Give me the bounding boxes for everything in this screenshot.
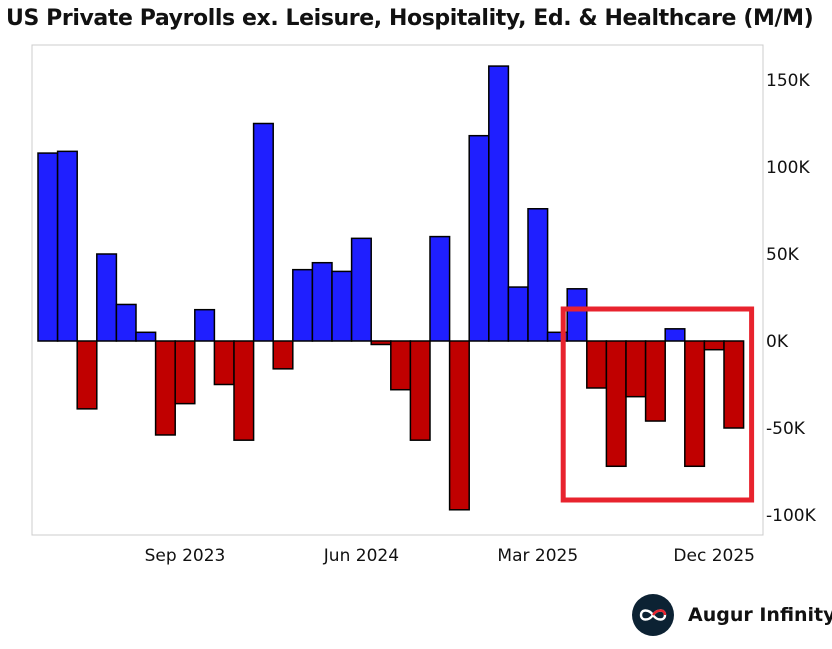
- bar-jan-2026: [664, 328, 686, 342]
- bars-group: [37, 65, 745, 511]
- bar-sep-2025: [586, 340, 608, 389]
- x-tick-label: Sep 2023: [145, 546, 226, 566]
- bar-jun-2025: [527, 208, 549, 342]
- bar-may-2025: [507, 286, 529, 342]
- bar-aug-2024: [331, 270, 353, 342]
- y-axis: 150K 100K 50K 0K -50K -100K: [766, 71, 817, 526]
- bar-aug-2025: [566, 288, 588, 342]
- y-tick-label: 100K: [766, 158, 810, 178]
- bar-jun-2024: [292, 268, 314, 342]
- x-tick-label: Dec 2025: [673, 546, 755, 566]
- y-tick-label: 50K: [766, 245, 800, 265]
- bar-may-2023: [37, 152, 59, 342]
- bar-sep-2023: [115, 303, 137, 342]
- bar-jan-2024: [194, 308, 216, 342]
- bar-mar-2026: [703, 340, 725, 351]
- bar-jun-2023: [56, 150, 78, 342]
- bar-oct-2025: [605, 340, 627, 468]
- x-tick-label: Jun 2024: [323, 546, 399, 566]
- bar-dec-2023: [174, 340, 196, 405]
- y-tick-label: 0K: [766, 332, 789, 352]
- bar-nov-2024: [390, 340, 412, 391]
- y-tick-label: -100K: [766, 506, 817, 526]
- bar-sep-2024: [350, 237, 372, 342]
- bar-apr-2025: [488, 65, 510, 342]
- bar-feb-2024: [213, 340, 235, 386]
- bar-nov-2023: [154, 340, 176, 436]
- bar-jan-2025: [429, 235, 451, 342]
- bar-nov-2025: [625, 340, 647, 398]
- bar-jul-2024: [311, 261, 333, 342]
- brand-name: Augur Infinity: [688, 604, 832, 626]
- bar-oct-2023: [135, 331, 157, 342]
- bar-feb-2025: [448, 340, 470, 511]
- bar-jul-2023: [76, 340, 98, 410]
- bar-oct-2024: [370, 340, 392, 346]
- bar-mar-2024: [233, 340, 255, 441]
- bar-dec-2025: [644, 340, 666, 422]
- bar-feb-2026: [684, 340, 706, 468]
- y-tick-label: -50K: [766, 419, 806, 439]
- bar-aug-2023: [96, 253, 118, 342]
- plot-frame: [31, 44, 764, 536]
- brand-logo: [632, 594, 674, 636]
- brand: Augur Infinity: [632, 593, 832, 637]
- x-tick-label: Mar 2025: [497, 546, 578, 566]
- bar-mar-2025: [468, 134, 490, 342]
- bar-dec-2024: [409, 340, 431, 441]
- x-axis: Sep 2023 Jun 2024 Mar 2025 Dec 2025: [145, 546, 755, 566]
- infinity-icon: [639, 609, 667, 621]
- bar-apr-2026: [723, 340, 745, 429]
- chart-title: US Private Payrolls ex. Leisure, Hospita…: [6, 6, 814, 31]
- highlight-box: [560, 306, 755, 503]
- bar-may-2024: [272, 340, 294, 370]
- bar-apr-2024: [252, 122, 274, 342]
- y-tick-label: 150K: [766, 71, 810, 91]
